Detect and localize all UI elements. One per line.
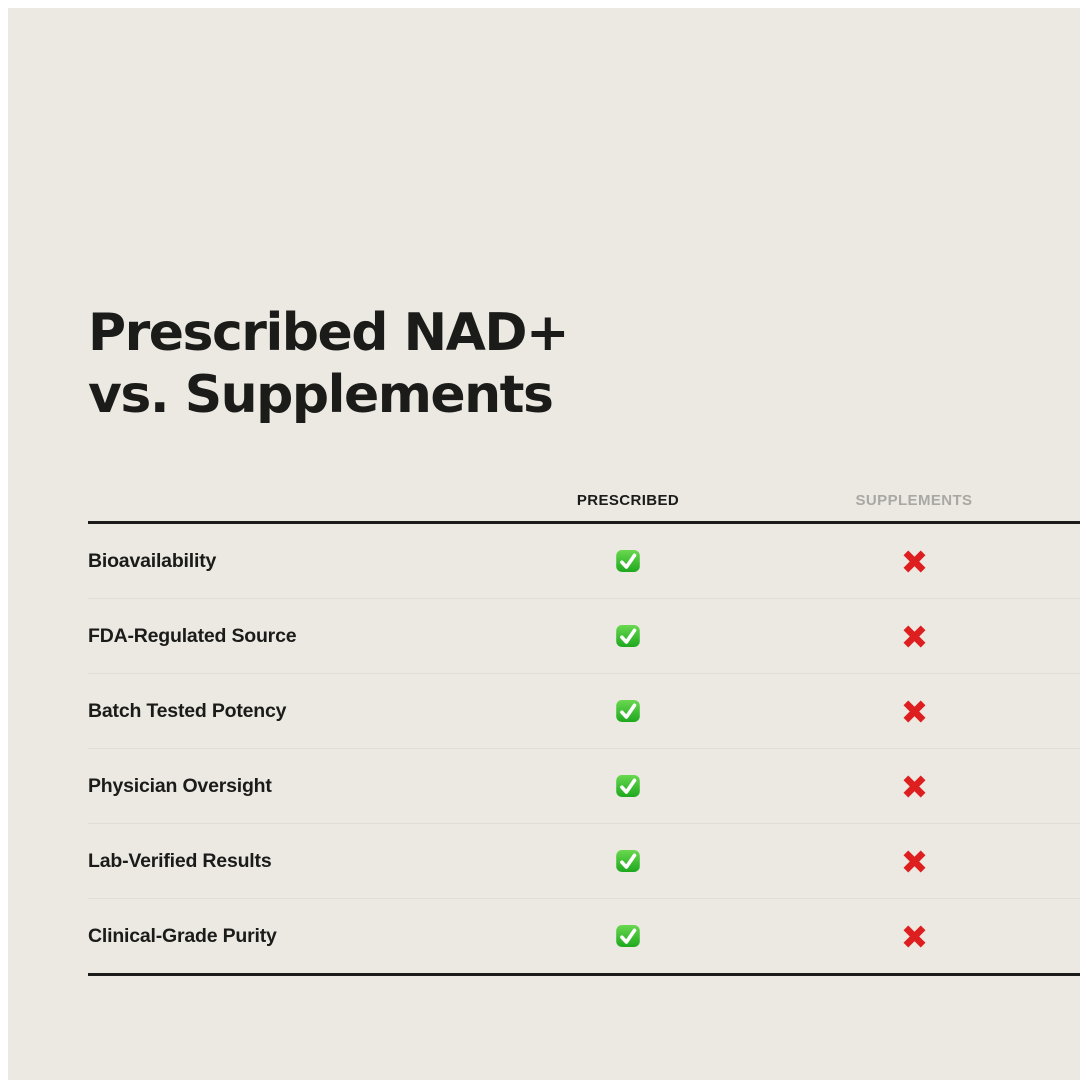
check-icon (615, 623, 641, 649)
column-header-prescribed: PRESCRIBED (576, 492, 680, 509)
comparison-table: PRESCRIBED SUPPLEMENTS Bioavailability F… (88, 477, 1080, 976)
feature-label: Physician Oversight (88, 774, 272, 797)
feature-label: FDA-Regulated Source (88, 624, 297, 647)
feature-label: Bioavailability (88, 549, 217, 572)
table-row: Lab-Verified Results (88, 824, 1080, 899)
title-line-2: vs. Supplements (88, 365, 554, 426)
cross-icon (900, 697, 929, 726)
cross-icon (900, 847, 929, 876)
supplements-cell (748, 622, 1080, 651)
title-line-1: Prescribed NAD+ (88, 303, 570, 363)
prescribed-cell (508, 698, 748, 724)
table-row: Batch Tested Potency (88, 674, 1080, 749)
check-icon (615, 548, 641, 574)
page-title: Prescribed NAD+ vs. Supplements (88, 302, 570, 427)
supplements-cell (748, 922, 1080, 951)
supplements-cell (748, 547, 1080, 576)
cross-icon (900, 622, 929, 651)
supplements-cell (748, 697, 1080, 726)
check-icon (615, 698, 641, 724)
table-row: Bioavailability (88, 524, 1080, 599)
infographic-canvas: Prescribed NAD+ vs. Supplements PRESCRIB… (8, 8, 1080, 1080)
check-icon (615, 923, 641, 949)
supplements-cell (748, 772, 1080, 801)
prescribed-cell (508, 623, 748, 649)
check-icon (615, 848, 641, 874)
prescribed-cell (508, 848, 748, 874)
cross-icon (900, 772, 929, 801)
cross-icon (900, 547, 929, 576)
prescribed-cell (508, 923, 748, 949)
cross-icon (900, 922, 929, 951)
feature-column-header (88, 509, 508, 521)
prescribed-cell (508, 773, 748, 799)
feature-label: Lab-Verified Results (88, 849, 272, 872)
feature-label: Clinical-Grade Purity (88, 924, 277, 947)
feature-label: Batch Tested Potency (88, 699, 287, 722)
column-header-supplements: SUPPLEMENTS (855, 492, 973, 509)
table-header: PRESCRIBED SUPPLEMENTS (88, 477, 1080, 524)
table-row: Physician Oversight (88, 749, 1080, 824)
table-row: FDA-Regulated Source (88, 599, 1080, 674)
prescribed-cell (508, 548, 748, 574)
table-rows: Bioavailability FDA-Regulated Source Bat… (88, 524, 1080, 976)
check-icon (615, 773, 641, 799)
supplements-cell (748, 847, 1080, 876)
table-row: Clinical-Grade Purity (88, 899, 1080, 973)
